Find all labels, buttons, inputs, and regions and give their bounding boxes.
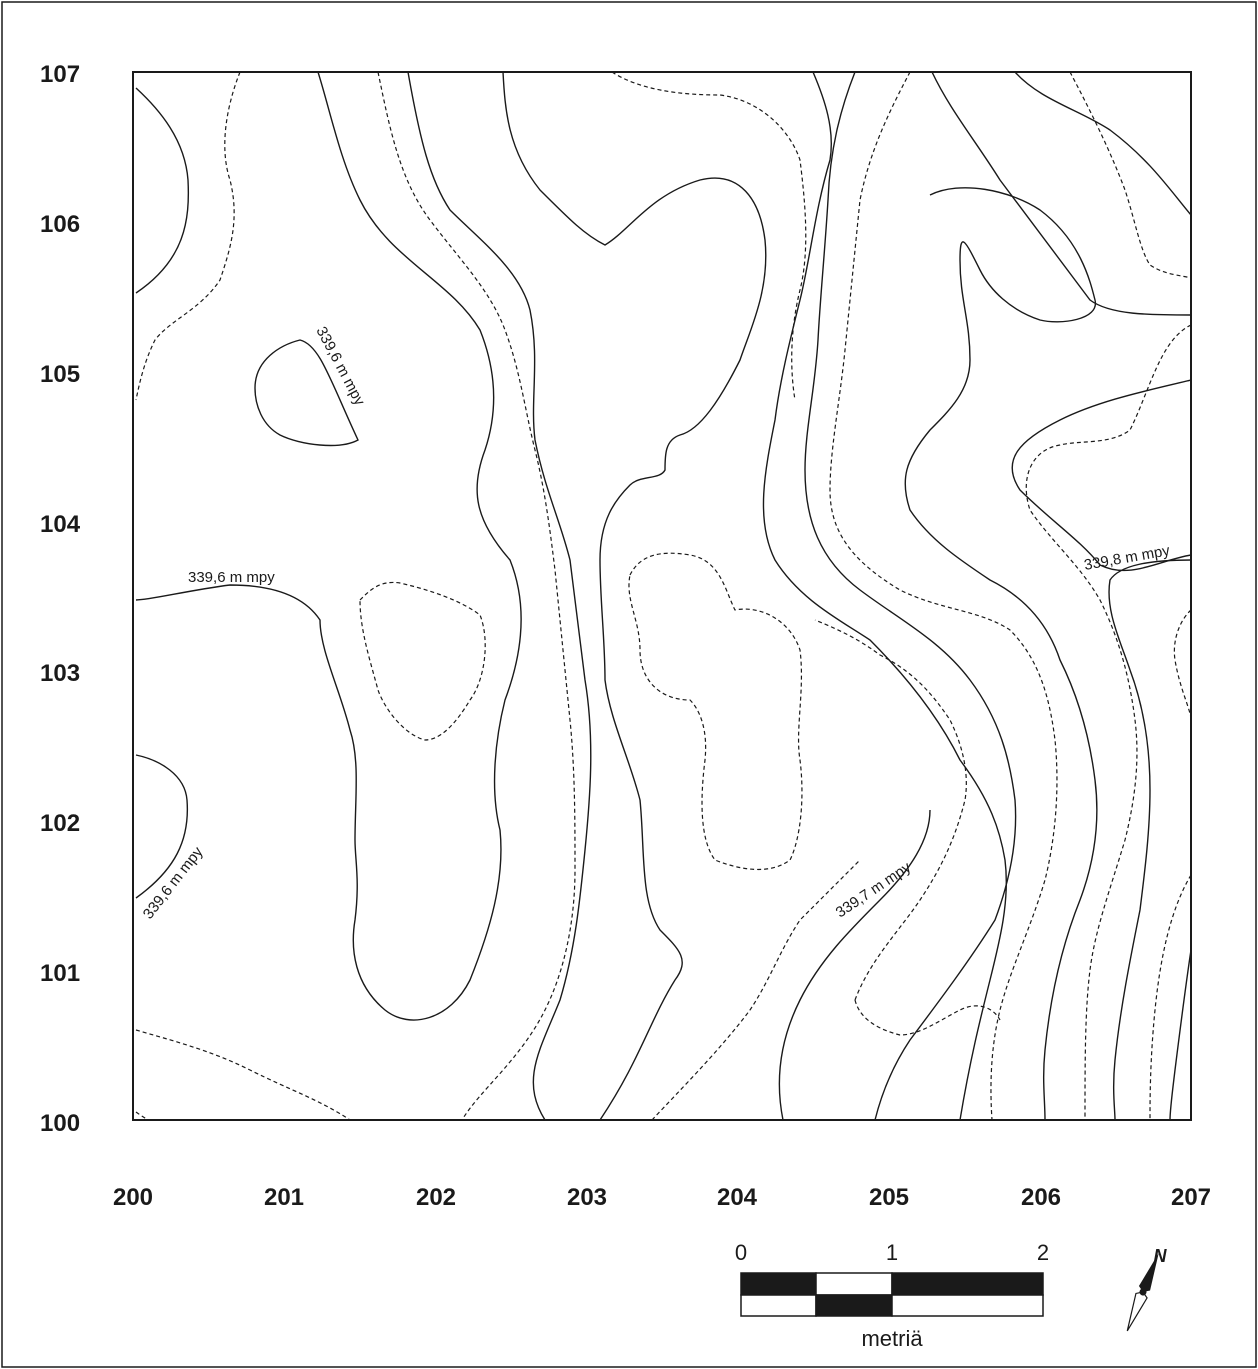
scale-segment: [815, 1272, 893, 1296]
contour-line: [628, 552, 803, 870]
contour-line: [762, 72, 1008, 1120]
contour-line: [1014, 72, 1191, 216]
scale-segment: [740, 1272, 817, 1296]
x-label: 206: [1021, 1184, 1061, 1211]
contour-line: [651, 859, 861, 1120]
x-label: 205: [869, 1184, 909, 1211]
contour-line: [359, 581, 486, 741]
contour-line: [135, 1111, 149, 1120]
contour-label: 339,6 m mpy: [140, 843, 207, 922]
contour-line: [135, 754, 189, 899]
contour-label: 339,7 m mpy: [833, 858, 915, 921]
y-label: 104: [40, 511, 81, 538]
x-axis-labels: 200 201 202 203 204 205 206 207: [113, 1184, 1211, 1211]
x-label: 204: [717, 1184, 758, 1211]
contour-line: [1108, 559, 1191, 1120]
contour-label: 339,6 m mpy: [188, 569, 275, 586]
y-label: 102: [40, 810, 80, 837]
x-label: 200: [113, 1184, 153, 1211]
scale-tick-label: 0: [735, 1240, 747, 1265]
scale-segment: [891, 1294, 1044, 1317]
y-label: 103: [40, 660, 80, 687]
y-label: 106: [40, 211, 80, 238]
scale-bar: 0 1 2 metriä: [735, 1240, 1049, 1351]
scale-tick-label: 2: [1037, 1240, 1049, 1265]
contour-line: [377, 72, 576, 1120]
contour-line: [1069, 72, 1191, 279]
contour-line: [135, 1029, 351, 1120]
contour-line: [1169, 949, 1191, 1120]
north-label: N: [1154, 1246, 1168, 1266]
contour-line: [254, 339, 359, 447]
north-arrow-icon: [1126, 1291, 1148, 1332]
contour-line: [829, 72, 1058, 1120]
scale-segment: [891, 1272, 1044, 1296]
x-label: 203: [567, 1184, 607, 1211]
contour-line: [1011, 379, 1191, 572]
x-label: 207: [1171, 1184, 1211, 1211]
map-frame: [132, 71, 1192, 1121]
y-label: 107: [40, 61, 80, 88]
x-label: 202: [416, 1184, 456, 1211]
contour-line: [502, 72, 767, 1120]
contour-line: [1149, 874, 1191, 1120]
contour-line: [1025, 324, 1191, 1120]
contour-line: [804, 72, 1017, 1120]
scale-segment: [740, 1294, 817, 1317]
north-arrow-icon: [1139, 1288, 1147, 1296]
scale-tick-label: 1: [886, 1240, 898, 1265]
north-arrow: [1126, 1253, 1159, 1332]
contour-line: [135, 87, 190, 294]
contour-line: [904, 187, 1098, 1120]
contour-line: [854, 999, 1001, 1036]
scale-segment: [815, 1294, 893, 1317]
x-label: 201: [264, 1184, 304, 1211]
contour-line: [931, 72, 1191, 316]
y-label: 101: [40, 960, 80, 987]
scale-unit: metriä: [861, 1326, 923, 1351]
contour-map: 339,6 m mpy 339,6 m mpy 339,6 m mpy 339,…: [132, 71, 1192, 1121]
north-arrow-icon: [1138, 1253, 1159, 1292]
y-label: 100: [40, 1110, 80, 1137]
contour-line: [135, 72, 522, 1021]
contour-line: [135, 72, 241, 401]
contour-label: 339,8 m mpy: [1083, 542, 1172, 574]
contour-line: [778, 809, 931, 1120]
contour-line: [814, 619, 967, 1001]
y-label: 105: [40, 361, 80, 388]
contour-line: [611, 72, 807, 401]
contour-label: 339,6 m mpy: [312, 324, 368, 409]
contour-line: [407, 72, 592, 1120]
contour-line: [1173, 609, 1191, 721]
y-axis-labels: 107 106 105 104 103 102 101 100: [40, 61, 81, 1137]
